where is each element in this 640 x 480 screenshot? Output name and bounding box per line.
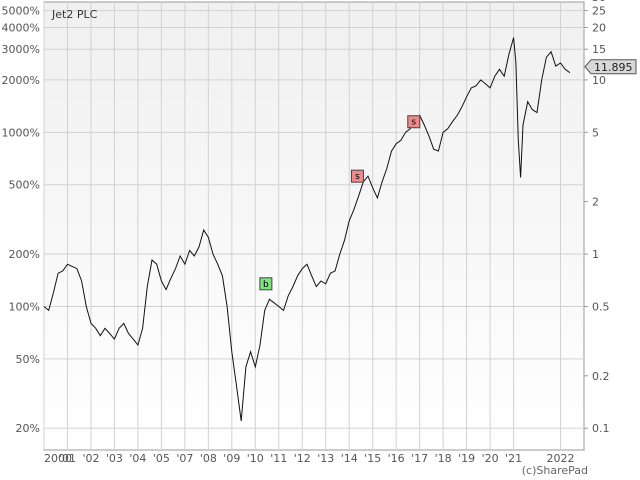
right-tick-label: 2 xyxy=(592,196,599,209)
right-tick-label: 0.2 xyxy=(592,370,610,383)
left-tick-label: 20% xyxy=(16,422,40,435)
x-tick-label: '15 xyxy=(364,452,381,465)
x-tick-label: '12 xyxy=(294,452,311,465)
price-series-line xyxy=(43,37,571,422)
right-tick-label: 20 xyxy=(592,21,606,34)
x-tick-label: '10 xyxy=(247,452,264,465)
x-tick-label: '18 xyxy=(435,452,452,465)
current-price-label: 11.895 xyxy=(594,61,633,74)
trade-marker-s: s xyxy=(350,169,364,183)
x-tick-label: '19 xyxy=(458,452,475,465)
x-tick-label: '13 xyxy=(317,452,334,465)
x-tick-label: '20 xyxy=(482,452,499,465)
x-tick-label: '02 xyxy=(82,452,99,465)
chart-title: Jet2 PLC xyxy=(51,8,98,21)
right-tick-label: 0.1 xyxy=(592,422,610,435)
trade-marker-box xyxy=(259,277,273,291)
right-tick-label: 5 xyxy=(592,126,599,139)
x-tick-label: '11 xyxy=(270,452,287,465)
x-tick-label: '09 xyxy=(223,452,240,465)
left-tick-label: 4000% xyxy=(2,21,40,34)
left-tick-label: 3000% xyxy=(2,43,40,56)
sharepad-credit: (c)SharePad xyxy=(522,464,588,477)
left-tick-label: 1000% xyxy=(2,126,40,139)
x-tick-label: '07 xyxy=(176,452,193,465)
x-tick-label: '05 xyxy=(153,452,170,465)
left-tick-label: 5000% xyxy=(2,5,40,18)
trade-marker-label: s xyxy=(355,172,360,182)
current-price-tag: 11.895 xyxy=(584,59,637,75)
left-tick-label: 100% xyxy=(9,300,40,313)
plot-background xyxy=(43,1,585,451)
x-tick-label: 2022 xyxy=(547,452,575,465)
trade-marker-box xyxy=(350,169,364,183)
trade-marker-box xyxy=(407,115,421,129)
right-tick-label: 30 xyxy=(592,0,606,4)
right-tick-label: 15 xyxy=(592,43,606,56)
trade-markers: b s s xyxy=(259,115,421,291)
trade-marker-label: s xyxy=(411,118,416,128)
right-tick-label: 10 xyxy=(592,74,606,87)
right-tick-label: 1 xyxy=(592,248,599,261)
trade-marker-s: s xyxy=(407,115,421,129)
trade-marker-label: b xyxy=(263,280,269,290)
x-tick-label: '16 xyxy=(388,452,405,465)
left-tick-label: 2000% xyxy=(2,74,40,87)
left-axis-ticks: 20% 50% 100% 200% 500% 1000% 2000% 3000% 4000% 50… xyxy=(2,5,40,436)
trade-marker-b: b xyxy=(259,277,273,291)
x-tick-label: '21 xyxy=(505,452,522,465)
x-tick-label: '01 xyxy=(59,452,76,465)
x-tick-label: '14 xyxy=(341,452,358,465)
x-tick-label: 2000 xyxy=(44,452,72,465)
grid-lines xyxy=(43,2,584,450)
right-axis-ticks: 0.10.20.51251015202530 xyxy=(584,0,610,435)
x-tick-label: '08 xyxy=(200,452,217,465)
x-tick-label: '17 xyxy=(411,452,428,465)
x-tick-label: '04 xyxy=(129,452,146,465)
x-tick-label: '03 xyxy=(106,452,123,465)
right-tick-label: 0.5 xyxy=(592,300,610,313)
x-axis-ticks: 2000'01 '02 '03 '04 '05 '07 '08 '09 '10 '11 '12 '13… xyxy=(44,452,575,465)
left-tick-label: 200% xyxy=(9,248,40,261)
left-tick-label: 50% xyxy=(16,353,40,366)
right-tick-label: 25 xyxy=(592,5,606,18)
left-tick-label: 500% xyxy=(9,179,40,192)
